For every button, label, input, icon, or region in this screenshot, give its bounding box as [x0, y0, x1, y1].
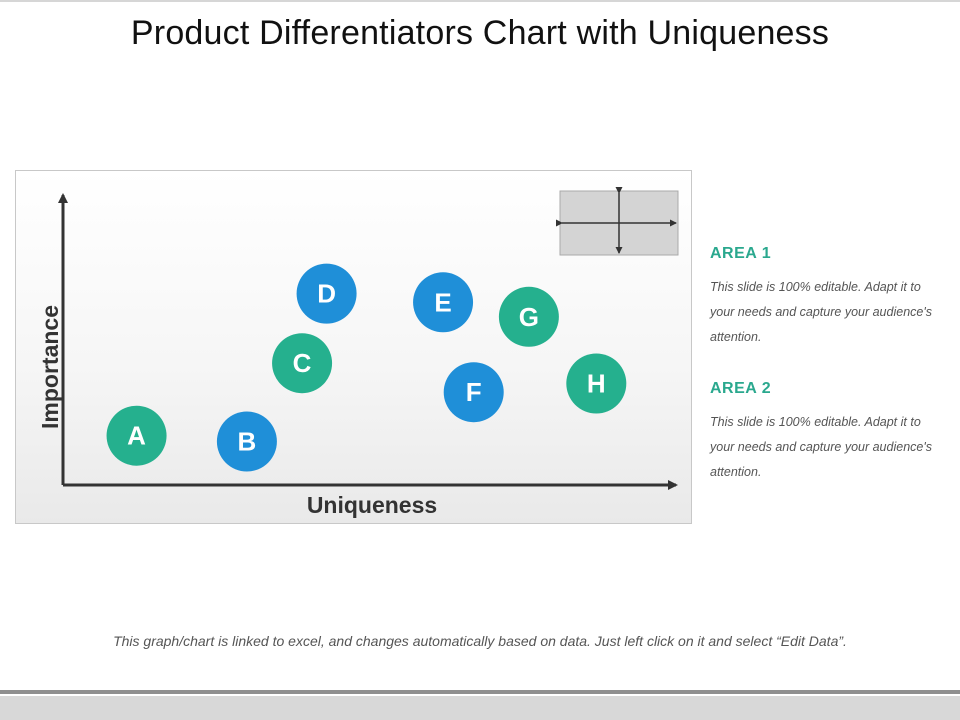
data-point-label: A — [127, 421, 146, 451]
data-point-b[interactable]: B — [216, 411, 277, 472]
data-point-d[interactable]: D — [296, 263, 357, 324]
data-point-c[interactable]: C — [272, 333, 333, 394]
area-2-text: This slide is 100% editable. Adapt it to… — [710, 415, 932, 479]
data-point-label: E — [434, 287, 451, 317]
data-point-a[interactable]: A — [106, 405, 167, 466]
data-point-circle — [216, 411, 277, 472]
data-point-f[interactable]: F — [443, 362, 504, 423]
data-point-circle — [566, 353, 627, 414]
x-axis-label: Uniqueness — [307, 492, 437, 518]
data-point-circle — [272, 333, 333, 394]
data-point-circle — [498, 286, 559, 347]
data-point-g[interactable]: G — [498, 286, 559, 347]
area-1-text: This slide is 100% editable. Adapt it to… — [710, 280, 932, 344]
data-point-h[interactable]: H — [566, 353, 627, 414]
data-point-label: H — [587, 369, 606, 399]
data-point-e[interactable]: E — [413, 272, 474, 333]
points-layer: A B C D E F G H — [106, 263, 627, 472]
y-axis-label: Importance — [37, 305, 63, 429]
bottom-bar-dark — [0, 690, 960, 694]
slide-title: Product Differentiators Chart with Uniqu… — [130, 14, 830, 52]
data-point-label: F — [466, 377, 482, 407]
data-point-label: D — [317, 279, 336, 309]
area-2-block: AREA 2 This slide is 100% editable. Adap… — [710, 380, 945, 485]
data-point-label: G — [519, 302, 539, 332]
chart-panel[interactable]: Uniqueness Importance A B C D E F G H — [15, 170, 692, 524]
area-1-title: AREA 1 — [710, 245, 772, 262]
data-point-circle — [106, 405, 167, 466]
bottom-bar-light — [0, 696, 960, 720]
area-1-block: AREA 1 This slide is 100% editable. Adap… — [710, 245, 945, 350]
data-point-circle — [413, 272, 474, 333]
quadrant-icon — [556, 187, 679, 256]
top-rule — [0, 0, 960, 2]
area-2-title: AREA 2 — [710, 380, 772, 397]
scatter-chart[interactable]: Uniqueness Importance A B C D E F G H — [16, 171, 693, 525]
data-point-circle — [443, 362, 504, 423]
data-point-label: B — [238, 427, 257, 457]
footer-note: This graph/chart is linked to excel, and… — [113, 633, 847, 649]
data-point-circle — [296, 263, 357, 324]
data-point-label: C — [293, 348, 312, 378]
